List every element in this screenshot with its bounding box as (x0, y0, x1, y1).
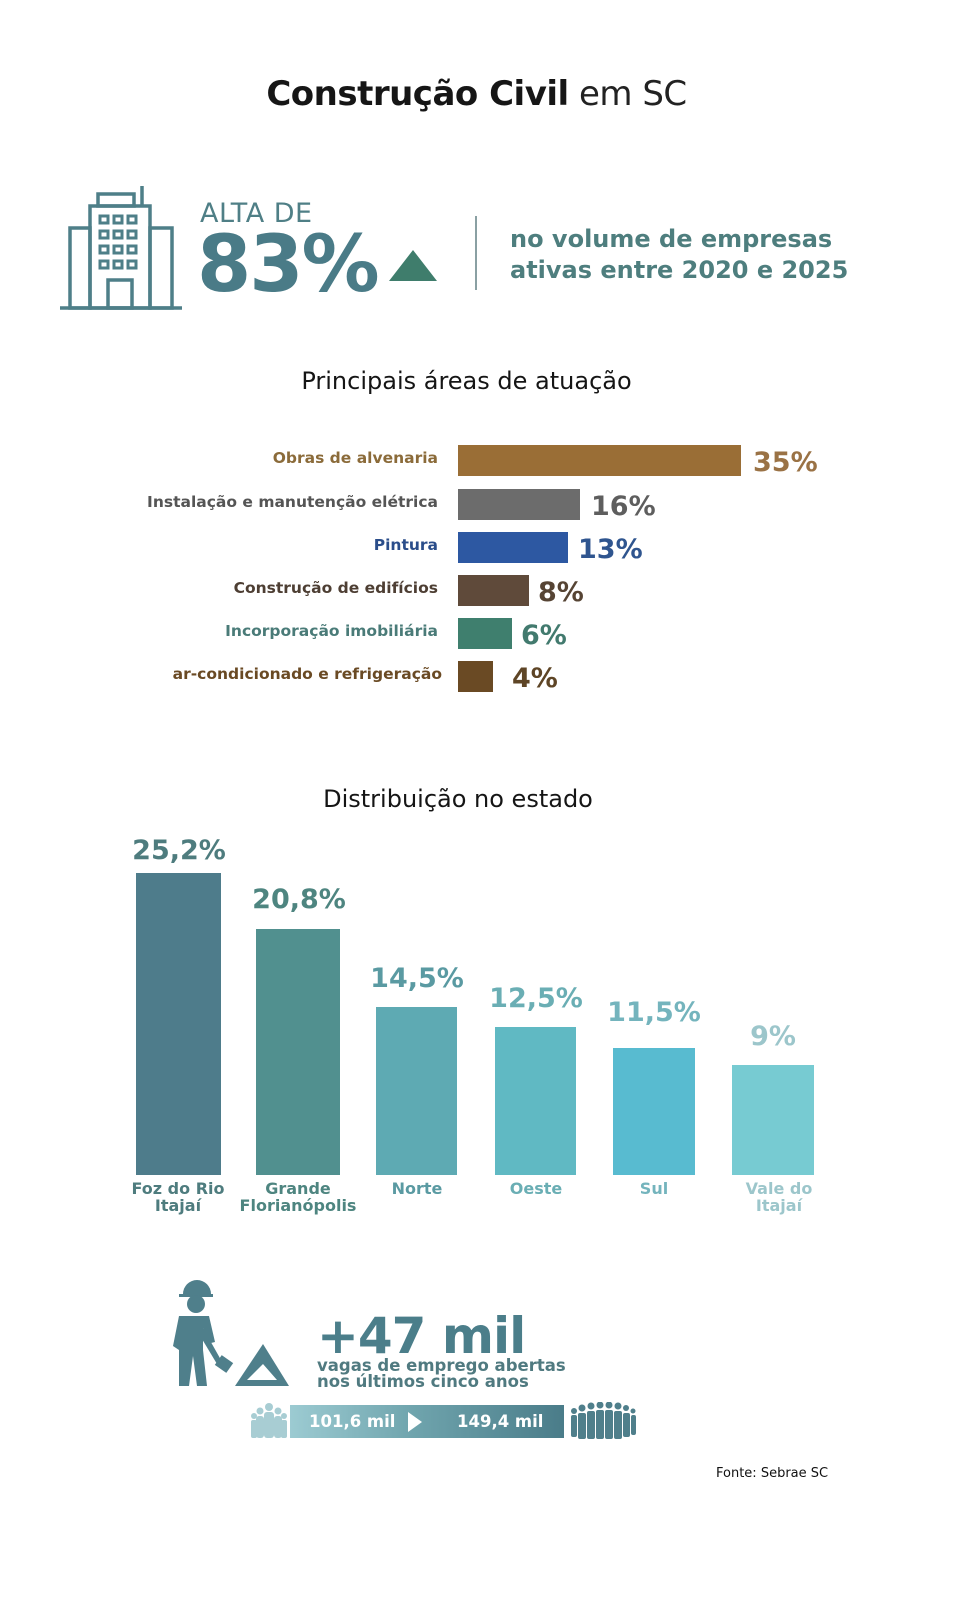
distribution-column: 12,5% (489, 983, 583, 1175)
area-bar (458, 532, 568, 563)
distribution-column: 25,2% (132, 835, 226, 1175)
area-value: 16% (591, 491, 656, 522)
area-label: Construção de edifícios (233, 579, 438, 597)
area-row: Pintura 13% (0, 532, 953, 565)
distribution-value: 11,5% (607, 997, 701, 1028)
jobs-description-line2: nos últimos cinco anos (317, 1372, 529, 1391)
distribution-column: 9% (732, 1021, 814, 1175)
jobs-range-bar: 101,6 mil 149,4 mil (290, 1405, 564, 1438)
distribution-column: 20,8% (252, 884, 346, 1175)
headline-label: ALTA DE (200, 198, 313, 229)
page-title: Construção Civil em SC (0, 74, 953, 114)
distribution-label: Sul (579, 1180, 729, 1197)
jobs-value: +47 mil (317, 1307, 526, 1365)
area-bar (458, 661, 493, 692)
area-row: Construção de edifícios 8% (0, 575, 953, 608)
divider (475, 216, 477, 290)
people-group-large-icon (571, 1402, 636, 1439)
distribution-label-line1: Grande (265, 1179, 331, 1198)
distribution-value: 25,2% (132, 835, 226, 866)
distribution-label-line1: Sul (639, 1179, 669, 1198)
area-value: 4% (512, 663, 558, 694)
jobs-range-from: 101,6 mil (309, 1412, 396, 1431)
areas-title: Principais áreas de atuação (301, 367, 632, 395)
area-value: 13% (578, 534, 643, 565)
distribution-value: 14,5% (370, 963, 464, 994)
distribution-value: 9% (750, 1021, 796, 1052)
distribution-column: 11,5% (607, 997, 701, 1175)
construction-worker-icon (173, 1280, 289, 1386)
area-bar (458, 575, 529, 606)
distribution-label-line2: Florianópolis (239, 1196, 357, 1215)
distribution-label: Norte (342, 1180, 492, 1197)
building-icon (60, 186, 182, 310)
distribution-label: Oeste (461, 1180, 611, 1197)
area-label: Obras de alvenaria (272, 449, 438, 467)
area-value: 8% (538, 577, 584, 608)
headline-description-line2: ativas entre 2020 e 2025 (510, 256, 849, 284)
headline-description-line1: no volume de empresas (510, 225, 833, 253)
headline-description: no volume de empresas ativas entre 2020 … (510, 224, 848, 286)
people-group-small-icon (251, 1403, 287, 1438)
area-bar (458, 618, 512, 649)
distribution-bar (256, 929, 340, 1175)
area-bar (458, 445, 741, 476)
distribution-label-line1: Vale do (745, 1179, 813, 1198)
jobs-range-to: 149,4 mil (457, 1412, 544, 1431)
area-row: Incorporação imobiliária 6% (0, 618, 953, 651)
title-light: em SC (579, 74, 687, 114)
source-note: Fonte: Sebrae SC (716, 1466, 829, 1481)
distribution-title: Distribuição no estado (323, 785, 593, 813)
area-bar (458, 489, 580, 520)
distribution-bar (732, 1065, 814, 1175)
distribution-bar (495, 1027, 576, 1175)
up-triangle-icon (389, 250, 437, 281)
jobs-description-line1: vagas de emprego abertas (317, 1356, 566, 1375)
title-bold: Construção Civil (266, 74, 569, 114)
area-label: Instalação e manutenção elétrica (147, 493, 438, 511)
distribution-label-line1: Norte (391, 1179, 443, 1198)
distribution-column: 14,5% (370, 963, 464, 1175)
headline-value: 83% (197, 220, 380, 310)
distribution-label-line2: Itajaí (154, 1196, 202, 1215)
area-label: Pintura (373, 536, 438, 554)
area-label: ar-condicionado e refrigeração (172, 665, 442, 683)
distribution-label: Grande Florianópolis (223, 1180, 373, 1214)
distribution-bar (613, 1048, 695, 1175)
jobs-description: vagas de emprego abertas nos últimos cin… (317, 1356, 566, 1391)
distribution-value: 12,5% (489, 983, 583, 1014)
distribution-label-line1: Foz do Rio (131, 1179, 225, 1198)
distribution-label-line2: Itajaí (755, 1196, 803, 1215)
distribution-bar (136, 873, 221, 1175)
distribution-label-line1: Oeste (509, 1179, 563, 1198)
distribution-label: Foz do Rio Itajaí (103, 1180, 253, 1214)
area-row: Instalação e manutenção elétrica 16% (0, 489, 953, 522)
area-value: 6% (521, 620, 567, 651)
distribution-label: Vale do Itajaí (704, 1180, 854, 1214)
area-row: Obras de alvenaria 35% (0, 445, 953, 478)
distribution-value: 20,8% (252, 884, 346, 915)
area-row: ar-condicionado e refrigeração 4% (0, 661, 953, 694)
distribution-bar (376, 1007, 457, 1175)
area-label: Incorporação imobiliária (225, 622, 438, 640)
area-value: 35% (753, 447, 818, 478)
arrow-right-icon (408, 1412, 422, 1432)
